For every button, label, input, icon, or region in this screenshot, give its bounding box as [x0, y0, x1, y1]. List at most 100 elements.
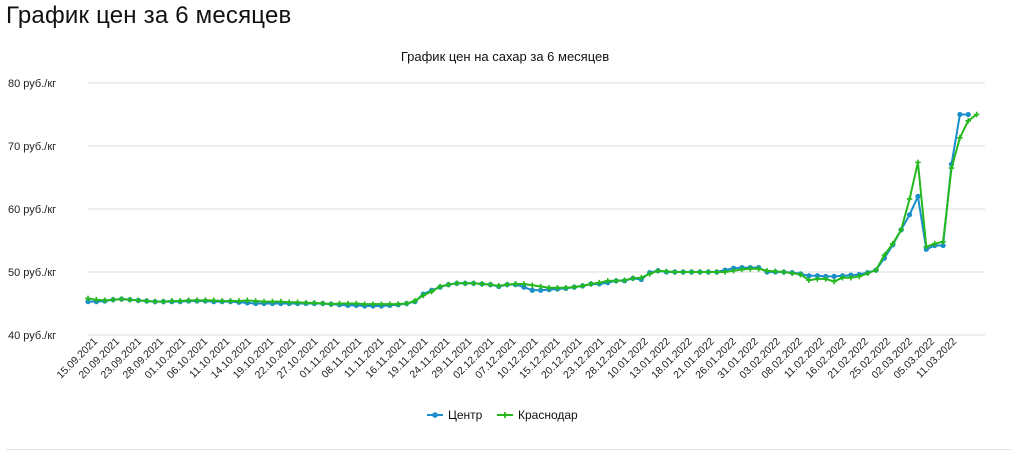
data-point[interactable] [278, 298, 284, 305]
data-point[interactable] [848, 274, 854, 281]
data-point[interactable] [185, 297, 192, 304]
data-point[interactable] [563, 284, 569, 291]
data-point[interactable] [395, 301, 401, 307]
data-point[interactable] [923, 244, 930, 250]
data-point[interactable] [546, 284, 552, 291]
data-point[interactable] [521, 281, 527, 287]
legend[interactable]: Центр Краснодар [427, 408, 578, 422]
data-point[interactable] [445, 281, 452, 288]
data-point[interactable] [512, 281, 519, 287]
data-point[interactable] [965, 118, 972, 124]
data-point[interactable] [462, 280, 469, 287]
data-point[interactable] [319, 300, 326, 307]
data-point[interactable] [236, 298, 242, 304]
data-point[interactable] [101, 297, 108, 304]
data-point[interactable] [713, 269, 720, 275]
data-point[interactable] [856, 273, 863, 280]
data-point[interactable] [370, 301, 376, 307]
data-point[interactable] [529, 287, 535, 293]
data-point[interactable] [772, 268, 779, 275]
data-point[interactable] [538, 287, 544, 293]
data-point[interactable] [554, 284, 561, 291]
data-point[interactable] [202, 297, 209, 304]
data-point[interactable] [403, 300, 410, 307]
data-point[interactable] [252, 298, 259, 304]
data-point[interactable] [169, 298, 175, 304]
data-point[interactable] [378, 301, 385, 307]
data-point[interactable] [957, 135, 963, 141]
data-point[interactable] [730, 267, 737, 274]
data-point[interactable] [630, 275, 636, 282]
data-point[interactable] [898, 226, 904, 233]
data-point[interactable] [831, 273, 837, 280]
data-point[interactable] [906, 212, 913, 218]
data-point[interactable] [806, 273, 812, 279]
data-point[interactable] [781, 269, 787, 275]
data-point[interactable] [361, 301, 368, 307]
data-point[interactable] [219, 298, 225, 304]
data-point[interactable] [655, 267, 661, 274]
data-point[interactable] [889, 240, 896, 247]
data-point[interactable] [504, 281, 510, 288]
data-point[interactable] [294, 299, 301, 306]
data-point[interactable] [680, 269, 687, 275]
data-point[interactable] [286, 299, 292, 306]
data-point[interactable] [864, 270, 871, 277]
data-point[interactable] [571, 284, 578, 290]
data-point[interactable] [521, 284, 527, 290]
data-point[interactable] [303, 300, 309, 306]
data-point[interactable] [412, 298, 418, 304]
data-point[interactable] [764, 267, 770, 274]
data-point[interactable] [269, 298, 276, 305]
data-point[interactable] [797, 271, 804, 278]
data-point[interactable] [831, 278, 837, 285]
data-point[interactable] [194, 297, 200, 304]
data-point[interactable] [437, 283, 443, 290]
data-point[interactable] [336, 300, 343, 307]
data-point[interactable] [604, 278, 611, 284]
data-point[interactable] [755, 266, 762, 272]
legend-item-krasnodar[interactable]: Краснодар [497, 408, 578, 422]
data-point[interactable] [386, 301, 393, 307]
data-point[interactable] [948, 165, 955, 171]
data-point[interactable] [646, 271, 653, 277]
data-point[interactable] [227, 298, 234, 304]
data-point[interactable] [177, 298, 184, 304]
data-point[interactable] [822, 276, 829, 282]
data-point[interactable] [244, 297, 251, 304]
data-point[interactable] [814, 273, 820, 279]
data-point[interactable] [906, 196, 913, 202]
data-point[interactable] [143, 298, 150, 304]
data-point[interactable] [420, 292, 427, 299]
data-point[interactable] [621, 277, 628, 283]
data-point[interactable] [454, 280, 460, 287]
data-point[interactable] [663, 268, 670, 275]
data-point[interactable] [965, 111, 971, 118]
data-point[interactable] [672, 269, 678, 275]
data-point[interactable] [957, 111, 963, 118]
data-point[interactable] [697, 269, 703, 275]
data-point[interactable] [806, 277, 812, 283]
data-point[interactable] [613, 278, 619, 284]
data-point[interactable] [529, 282, 536, 289]
data-point[interactable] [311, 300, 318, 306]
data-point[interactable] [135, 297, 142, 304]
data-point[interactable] [328, 301, 334, 307]
data-point[interactable] [579, 283, 586, 289]
data-point[interactable] [261, 298, 267, 305]
data-point[interactable] [110, 296, 116, 303]
data-point[interactable] [638, 274, 645, 281]
data-point[interactable] [470, 280, 477, 287]
data-point[interactable] [839, 274, 846, 281]
data-point[interactable] [873, 267, 879, 273]
data-point[interactable] [127, 296, 133, 303]
data-point[interactable] [93, 296, 100, 303]
data-point[interactable] [973, 111, 980, 118]
legend-item-center[interactable]: Центр [427, 408, 483, 422]
data-point[interactable] [789, 270, 795, 277]
data-point[interactable] [85, 299, 91, 305]
data-point[interactable] [479, 281, 485, 287]
data-point[interactable] [739, 266, 745, 273]
data-point[interactable] [210, 297, 217, 304]
data-point[interactable] [487, 281, 494, 288]
